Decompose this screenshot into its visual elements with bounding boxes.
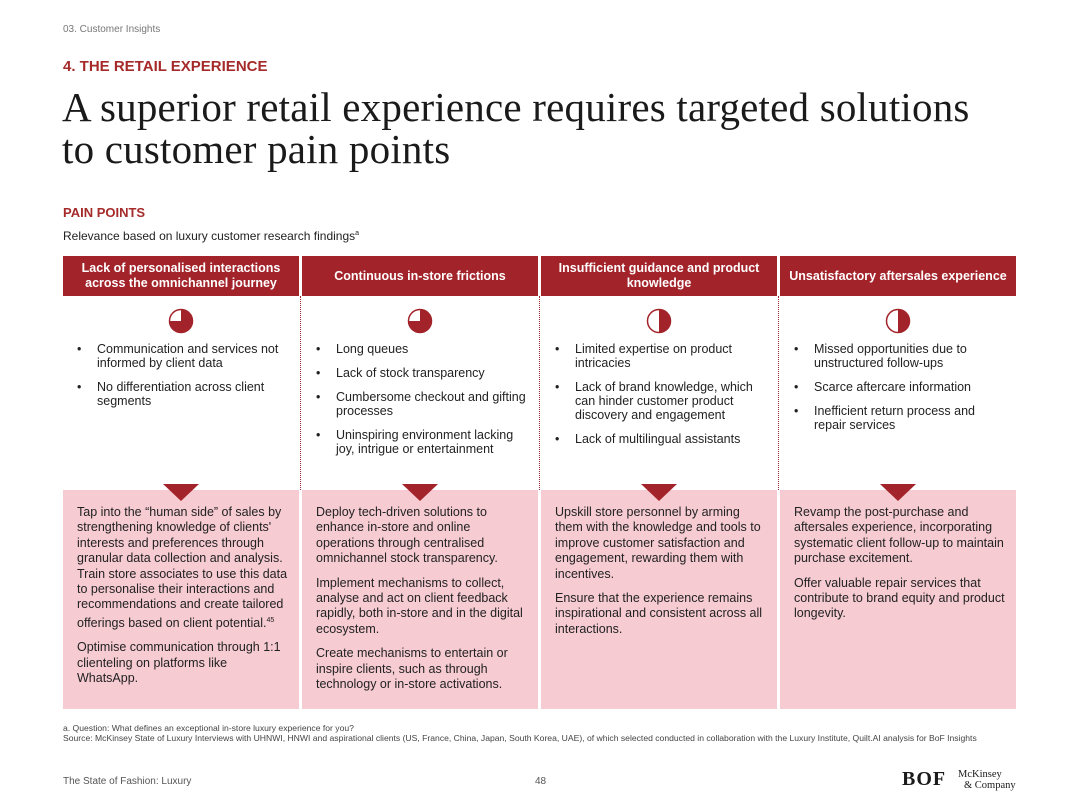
solution-paragraph: Upskill store personnel by arming them w…	[555, 505, 767, 582]
pain-point-bullet: Inefficient return process and repair se…	[794, 404, 1006, 432]
breadcrumb: 03. Customer Insights	[63, 24, 161, 35]
solution-text: Offer valuable repair services that cont…	[794, 575, 1005, 621]
pain-points-grid: Lack of personalised interactions across…	[63, 256, 1018, 709]
pain-point-bullet: Uninspiring environment lacking joy, int…	[316, 428, 528, 456]
three-quarter-pie-icon	[168, 308, 194, 334]
pain-point-column: Continuous in-store frictions Long queues…	[302, 256, 538, 709]
down-arrow-icon	[880, 484, 916, 501]
solution-text: Deploy tech-driven solutions to enhance …	[316, 505, 498, 566]
solution-box: Revamp the post-purchase and aftersales …	[780, 490, 1016, 709]
mckinsey-logo: McKinsey & Company	[958, 769, 1016, 791]
page-title: A superior retail experience requires ta…	[62, 84, 970, 172]
footnotes: a. Question: What defines an exceptional…	[63, 723, 1023, 743]
solution-paragraph: Revamp the post-purchase and aftersales …	[794, 505, 1006, 567]
solution-text: Create mechanisms to entertain or inspir…	[316, 646, 508, 692]
pain-point-column: Insufficient guidance and product knowle…	[541, 256, 777, 709]
pain-point-column: Unsatisfactory aftersales experience Miss…	[780, 256, 1016, 709]
pain-point-bullets: Missed opportunities due to unstructured…	[794, 342, 1006, 442]
pain-point-heading: Continuous in-store frictions	[302, 256, 538, 296]
half-pie-icon	[646, 308, 672, 334]
solution-text: Upskill store personnel by arming them w…	[555, 505, 761, 581]
footer-publication: The State of Fashion: Luxury	[63, 776, 192, 787]
pain-point-bullets: Communication and services not informed …	[77, 342, 289, 418]
subtitle-footnote-marker: a	[355, 230, 360, 237]
pain-points-subtitle: Relevance based on luxury customer resea…	[63, 229, 359, 243]
pain-point-bullet: Scarce aftercare information	[794, 380, 1006, 394]
solution-box: Tap into the “human side” of sales by st…	[63, 490, 299, 709]
solution-box: Deploy tech-driven solutions to enhance …	[302, 490, 538, 709]
pain-point-bullet: Communication and services not informed …	[77, 342, 289, 370]
down-arrow-icon	[163, 484, 199, 501]
pain-point-bullet: Limited expertise on product intricacies	[555, 342, 767, 370]
pain-point-bullets: Long queues Lack of stock transparency Cum…	[316, 342, 528, 466]
pain-point-bullet: Long queues	[316, 342, 528, 356]
mckinsey-logo-line2: & Company	[964, 780, 1016, 791]
subtitle-text: Relevance based on luxury customer resea…	[63, 229, 356, 243]
solution-paragraph: Ensure that the experience remains inspi…	[555, 591, 767, 637]
solution-paragraph: Deploy tech-driven solutions to enhance …	[316, 505, 528, 567]
column-divider	[539, 296, 540, 490]
bof-logo: BOF	[902, 768, 947, 790]
solution-text: Implement mechanisms to collect, analyse…	[316, 575, 523, 636]
three-quarter-pie-icon	[407, 308, 433, 334]
solution-paragraph: Offer valuable repair services that cont…	[794, 576, 1006, 622]
footnote-source: Source: McKinsey State of Luxury Intervi…	[63, 733, 977, 743]
pain-point-bullet: Lack of brand knowledge, which can hinde…	[555, 380, 767, 422]
solution-paragraph: Optimise communication through 1:1 clien…	[77, 640, 289, 686]
footnote-question: a. Question: What defines an exceptional…	[63, 723, 354, 733]
solution-text: Optimise communication through 1:1 clien…	[77, 640, 281, 686]
down-arrow-icon	[402, 484, 438, 501]
solution-paragraph: Create mechanisms to entertain or inspir…	[316, 646, 528, 692]
pain-point-heading: Lack of personalised interactions across…	[63, 256, 299, 296]
solution-paragraph: Implement mechanisms to collect, analyse…	[316, 576, 528, 638]
pain-point-bullet: No differentiation across client segment…	[77, 380, 289, 408]
pain-points-label: PAIN POINTS	[63, 205, 146, 220]
down-arrow-icon	[641, 484, 677, 501]
solution-text: Tap into the “human side” of sales by st…	[77, 505, 288, 630]
solution-footnote-marker: 45	[266, 616, 275, 624]
pain-point-bullets: Limited expertise on product intricacies…	[555, 342, 767, 456]
mckinsey-logo-line1: McKinsey	[958, 769, 1002, 780]
column-divider	[778, 296, 779, 490]
pain-point-heading: Insufficient guidance and product knowle…	[541, 256, 777, 296]
solution-box: Upskill store personnel by arming them w…	[541, 490, 777, 709]
half-pie-icon	[885, 308, 911, 334]
page-number: 48	[535, 776, 547, 787]
pain-point-heading: Unsatisfactory aftersales experience	[780, 256, 1016, 296]
solution-text: Revamp the post-purchase and aftersales …	[794, 505, 1004, 566]
pain-point-bullet: Lack of stock transparency	[316, 366, 528, 380]
column-divider	[300, 296, 301, 490]
pain-point-bullet: Cumbersome checkout and gifting processe…	[316, 390, 528, 418]
solution-paragraph: Tap into the “human side” of sales by st…	[77, 505, 289, 631]
pain-point-bullet: Lack of multilingual assistants	[555, 432, 767, 446]
pain-point-column: Lack of personalised interactions across…	[63, 256, 299, 709]
section-label: 4. THE RETAIL EXPERIENCE	[63, 58, 268, 75]
solution-text: Ensure that the experience remains inspi…	[555, 591, 763, 636]
pain-point-bullet: Missed opportunities due to unstructured…	[794, 342, 1006, 370]
